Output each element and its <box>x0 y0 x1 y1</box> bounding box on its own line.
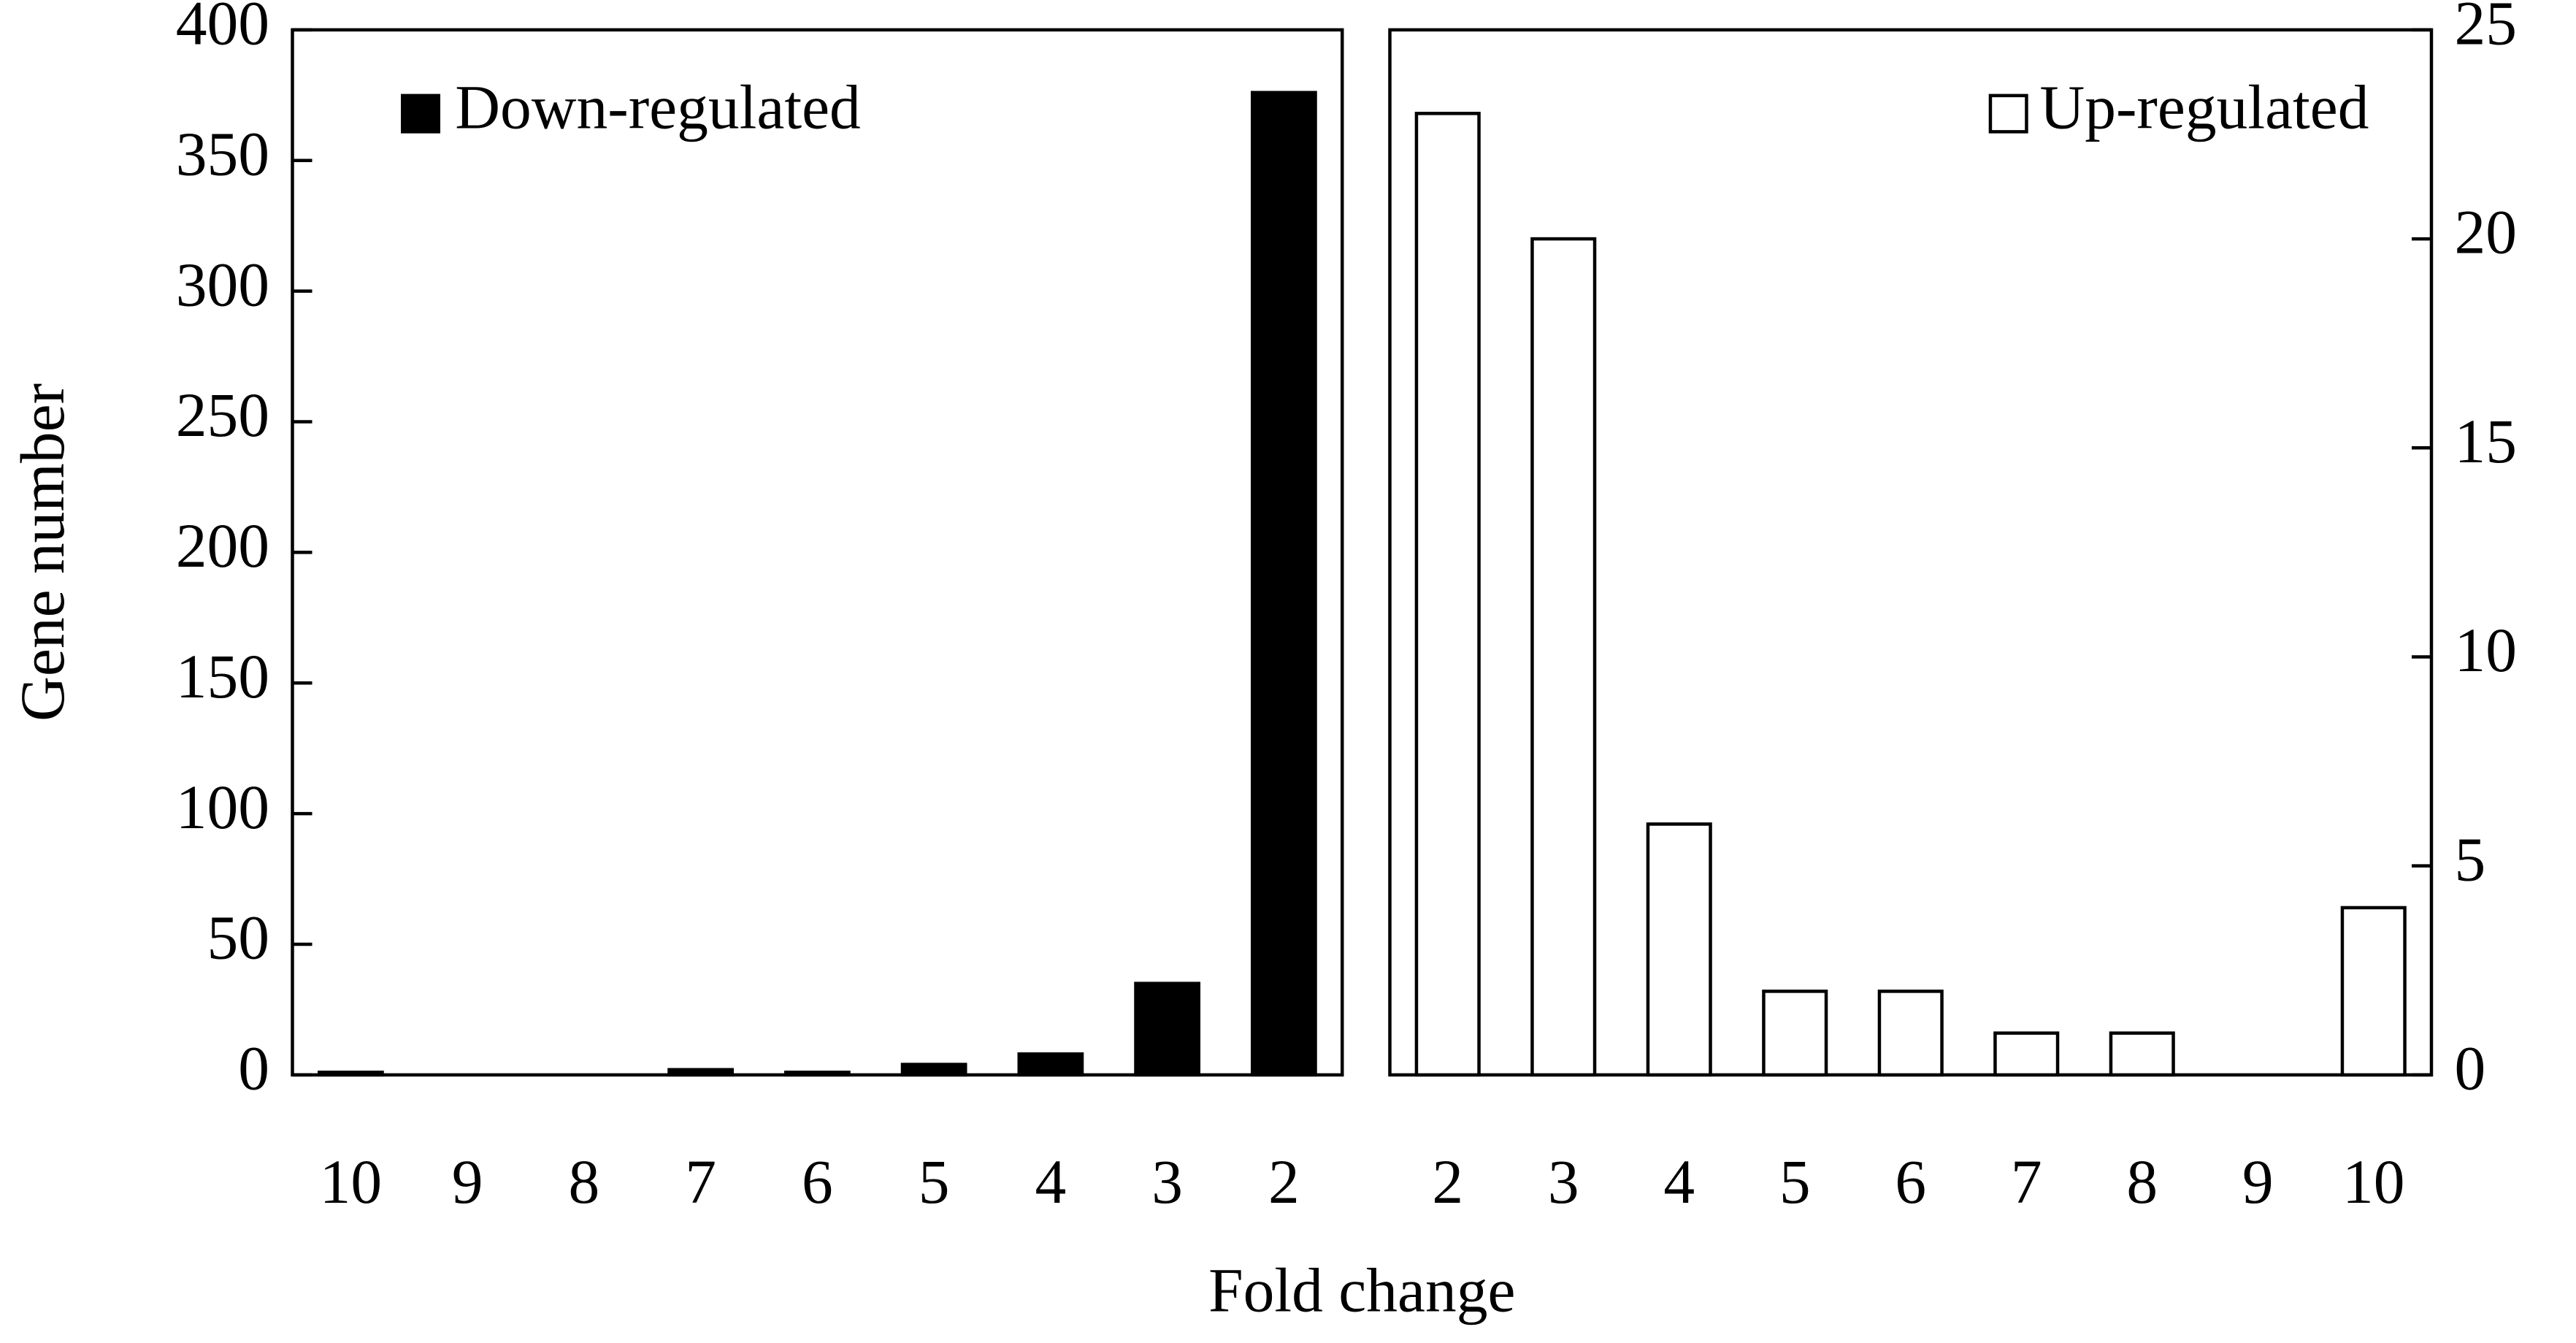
x-tick-label: 10 <box>2342 1148 2405 1217</box>
x-tick-label: 3 <box>1548 1148 1579 1217</box>
y-tick-label: 250 <box>176 381 269 450</box>
y-tick-label: 300 <box>176 250 269 319</box>
bar <box>900 1063 967 1077</box>
y-axis-label: Gene number <box>9 383 77 722</box>
x-axis-label: Fold change <box>1208 1256 1515 1325</box>
bar <box>667 1068 735 1077</box>
bar <box>2340 906 2407 1077</box>
legend-swatch <box>1988 93 2028 134</box>
x-tick-label: 5 <box>1779 1148 1811 1217</box>
x-tick-label: 2 <box>1432 1148 1463 1217</box>
legend-swatch <box>401 93 440 134</box>
y-tick-label: 25 <box>2455 0 2518 58</box>
x-tick-label: 7 <box>685 1148 716 1217</box>
y-tick-label: 10 <box>2455 616 2518 685</box>
x-tick-label: 4 <box>1663 1148 1695 1217</box>
y-tick-label: 15 <box>2455 408 2518 476</box>
bar <box>1414 112 1481 1077</box>
legend-label: Up-regulated <box>2039 73 2369 142</box>
y-tick-label: 150 <box>176 643 269 711</box>
x-tick-label: 6 <box>802 1148 833 1217</box>
x-tick-label: 6 <box>1895 1148 1926 1217</box>
y-tick-label: 200 <box>176 512 269 581</box>
x-tick-label: 9 <box>452 1148 483 1217</box>
bar <box>1646 822 1712 1077</box>
y-tick-label: 50 <box>207 904 270 973</box>
y-tick-label: 20 <box>2455 199 2518 267</box>
bar <box>1134 982 1201 1077</box>
bar <box>1877 990 1944 1077</box>
x-tick-label: 7 <box>2011 1148 2042 1217</box>
x-tick-label: 8 <box>569 1148 600 1217</box>
x-tick-label: 3 <box>1151 1148 1183 1217</box>
bar <box>1530 237 1597 1077</box>
y-tick-label: 5 <box>2455 825 2486 894</box>
y-tick-label: 0 <box>2455 1035 2486 1103</box>
x-tick-label: 9 <box>2242 1148 2274 1217</box>
y-tick-label: 350 <box>176 120 269 188</box>
bar <box>1993 1031 2060 1077</box>
bar <box>1250 91 1317 1077</box>
y-tick-label: 400 <box>176 0 269 58</box>
bar <box>1017 1052 1084 1077</box>
bar <box>317 1071 384 1077</box>
y-tick-label: 0 <box>238 1035 269 1103</box>
x-tick-label: 10 <box>320 1148 383 1217</box>
bar <box>1762 990 1828 1077</box>
legend-label: Down-regulated <box>455 73 861 142</box>
bar <box>2109 1031 2175 1077</box>
x-tick-label: 8 <box>2126 1148 2158 1217</box>
x-tick-label: 2 <box>1268 1148 1300 1217</box>
bar <box>783 1071 851 1077</box>
y-tick-label: 100 <box>176 773 269 842</box>
x-tick-label: 4 <box>1035 1148 1067 1217</box>
x-tick-label: 5 <box>919 1148 950 1217</box>
